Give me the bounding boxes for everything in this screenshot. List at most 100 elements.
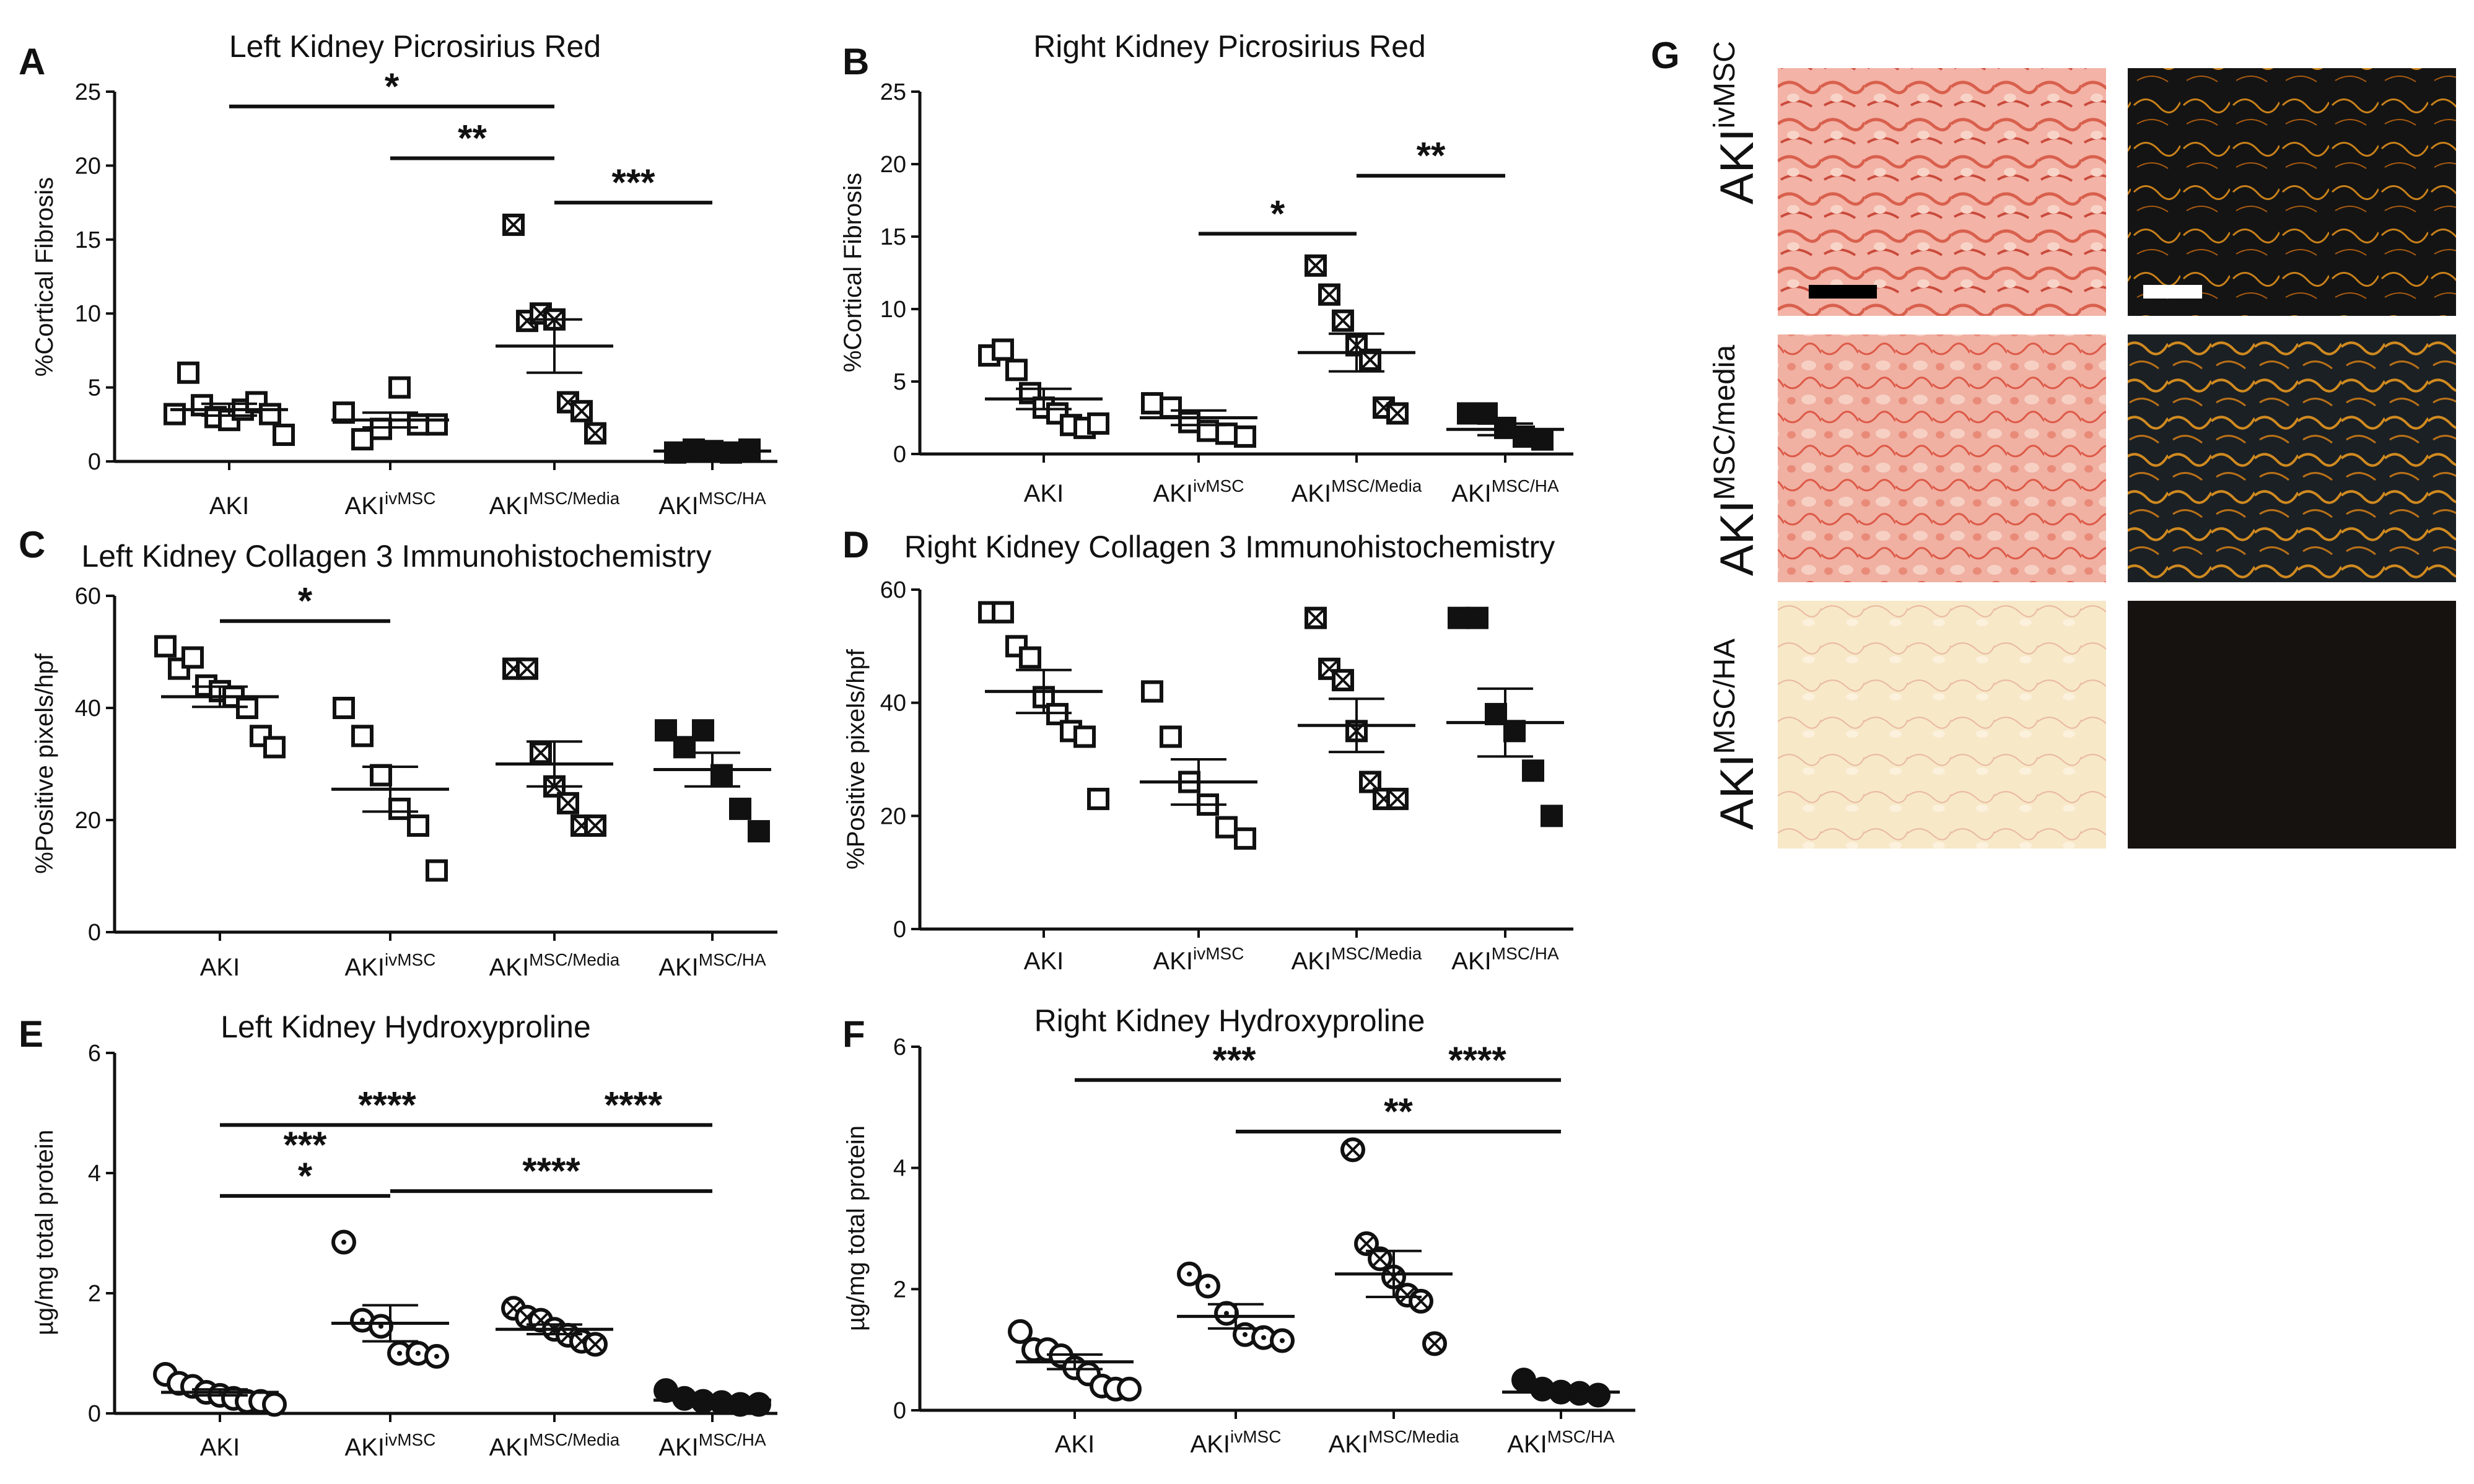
data-point-f-1-1 xyxy=(1195,1273,1220,1299)
significance-label-e-2-0: *** xyxy=(283,1124,327,1166)
data-point-d-0-8-box xyxy=(1087,787,1109,810)
data-point-d-0-2 xyxy=(1005,635,1028,658)
category-label-f-1: AKIivMSC xyxy=(1191,1427,1282,1458)
svg-text:AKIivMSC: AKIivMSC xyxy=(1708,41,1764,204)
category-sup-a-3: MSC/HA xyxy=(699,489,766,508)
data-point-b-0-8 xyxy=(1087,412,1109,435)
y-tick-label-b-3: 15 xyxy=(880,224,906,250)
data-point-f-3-4-ring xyxy=(1586,1382,1611,1408)
micrograph-msc-ha-brightfield xyxy=(1778,601,2106,849)
data-point-f-0-8 xyxy=(1117,1376,1142,1402)
data-point-b-2-1 xyxy=(1318,283,1340,306)
row-label-msc-ha-base: AKI xyxy=(1711,754,1764,831)
data-point-f-2-2 xyxy=(1368,1246,1392,1272)
data-point-c-3-2-box xyxy=(692,719,714,742)
data-point-c-3-2 xyxy=(692,719,714,742)
data-point-b-2-6 xyxy=(1386,402,1409,425)
y-tick-label-f-2: 4 xyxy=(893,1156,906,1182)
category-label-d-2: AKIMSC/Media xyxy=(1292,944,1422,975)
panel-label-a: A xyxy=(19,41,45,82)
category-label-e-0: AKI xyxy=(200,1434,240,1461)
panel-g: G xyxy=(1651,35,2456,849)
data-point-e-2-6 xyxy=(583,1332,608,1357)
data-point-c-2-4-cross xyxy=(559,795,577,812)
y-tick-label-d-0: 0 xyxy=(893,917,906,943)
data-point-d-1-0-box xyxy=(1141,680,1163,703)
category-base-d-2: AKI xyxy=(1292,948,1331,975)
data-point-e-1-3-dot xyxy=(397,1351,402,1356)
data-point-b-1-4 xyxy=(1215,422,1238,445)
y-tick-label-e-0: 0 xyxy=(88,1401,101,1427)
data-point-c-3-0 xyxy=(655,719,677,742)
panel-d-chart: D Right Kidney Collagen 3 Immunohistochem… xyxy=(842,524,1573,975)
y-tick-label-d-1: 20 xyxy=(880,803,906,829)
y-tick-label-c-0: 0 xyxy=(88,920,101,946)
data-point-b-3-1 xyxy=(1475,402,1498,425)
data-point-b-1-1 xyxy=(1160,396,1182,419)
category-sup-c-3: MSC/HA xyxy=(699,950,766,969)
chart-title-b: Right Kidney Picrosirius Red xyxy=(1033,29,1426,64)
y-tick-label-b-2: 10 xyxy=(880,297,906,323)
data-point-d-2-4-cross xyxy=(1362,774,1379,790)
data-point-d-1-5 xyxy=(1234,827,1256,850)
row-label-ivmsc: AKIivMSC xyxy=(1708,41,1764,204)
data-point-c-1-5 xyxy=(426,859,448,882)
data-point-f-2-0-cross xyxy=(1345,1142,1360,1158)
category-label-b-1: AKIivMSC xyxy=(1153,476,1244,507)
category-base-f-0: AKI xyxy=(1055,1431,1095,1458)
significance-label-e-2-1: * xyxy=(298,1155,313,1197)
data-point-a-2-6-cross xyxy=(587,425,604,442)
data-point-d-0-7-box xyxy=(1073,725,1096,748)
data-point-a-1-2-box xyxy=(370,417,392,440)
row-label-msc-media: AKIMSC/media xyxy=(1708,344,1764,576)
category-label-b-0: AKI xyxy=(1024,480,1064,507)
category-sup-e-1: ivMSC xyxy=(385,1430,435,1449)
data-point-a-1-4-box xyxy=(407,413,429,436)
data-point-a-1-3-box xyxy=(388,376,411,399)
y-axis-label-f: µg/mg total protein xyxy=(842,1125,870,1331)
data-point-c-1-2 xyxy=(370,764,392,787)
category-sup-d-3: MSC/HA xyxy=(1492,944,1559,963)
category-base-a-2: AKI xyxy=(489,492,529,520)
data-point-c-1-1 xyxy=(351,725,374,748)
data-point-d-1-0 xyxy=(1141,680,1163,703)
data-point-c-2-2-cross xyxy=(532,744,549,761)
data-point-a-0-1-box xyxy=(177,361,199,384)
data-point-e-0-8 xyxy=(262,1392,287,1417)
data-point-c-2-6 xyxy=(584,814,606,837)
significance-label-b-1-0: ** xyxy=(1417,135,1446,177)
data-point-b-2-1-cross xyxy=(1321,286,1338,303)
svg-text:AKIMSC/HA: AKIMSC/HA xyxy=(1708,639,1764,830)
category-label-b-2: AKIMSC/Media xyxy=(1292,476,1422,507)
data-point-a-0-0 xyxy=(164,403,186,426)
data-point-c-0-2-box xyxy=(181,646,204,669)
panel-label-f: F xyxy=(842,1013,865,1055)
significance-label-e-3-0: **** xyxy=(522,1150,580,1192)
data-point-d-3-0-box xyxy=(1448,606,1470,629)
data-point-f-1-3-dot xyxy=(1243,1332,1248,1337)
data-point-a-2-6 xyxy=(584,422,606,445)
category-base-e-2: AKI xyxy=(489,1434,529,1461)
data-point-e-1-4-dot xyxy=(416,1351,421,1356)
data-point-c-1-3 xyxy=(388,797,411,820)
category-label-f-2: AKIMSC/Media xyxy=(1329,1427,1459,1458)
data-point-a-2-5-cross xyxy=(573,403,590,420)
category-sup-e-2: MSC/Media xyxy=(529,1430,620,1449)
significance-label-a-1-0: ** xyxy=(458,117,487,159)
data-point-d-2-2-cross xyxy=(1334,671,1352,689)
data-point-c-3-5 xyxy=(748,820,770,843)
row-label-msc-ha-sup: MSC/HA xyxy=(1708,639,1741,754)
data-point-b-0-8-box xyxy=(1087,412,1109,435)
data-point-f-2-1-cross xyxy=(1359,1236,1374,1251)
category-base-d-1: AKI xyxy=(1153,948,1193,975)
category-sup-a-2: MSC/Media xyxy=(529,489,620,508)
category-label-c-2: AKIMSC/Media xyxy=(489,950,620,981)
category-base-e-0: AKI xyxy=(200,1434,240,1461)
data-point-d-0-2-box xyxy=(1005,635,1028,658)
data-point-d-1-1-box xyxy=(1160,725,1182,748)
category-label-d-1: AKIivMSC xyxy=(1153,944,1244,975)
scale-bar-white xyxy=(2143,285,2202,299)
data-point-f-2-5 xyxy=(1409,1288,1433,1314)
y-tick-label-c-1: 20 xyxy=(75,808,101,834)
